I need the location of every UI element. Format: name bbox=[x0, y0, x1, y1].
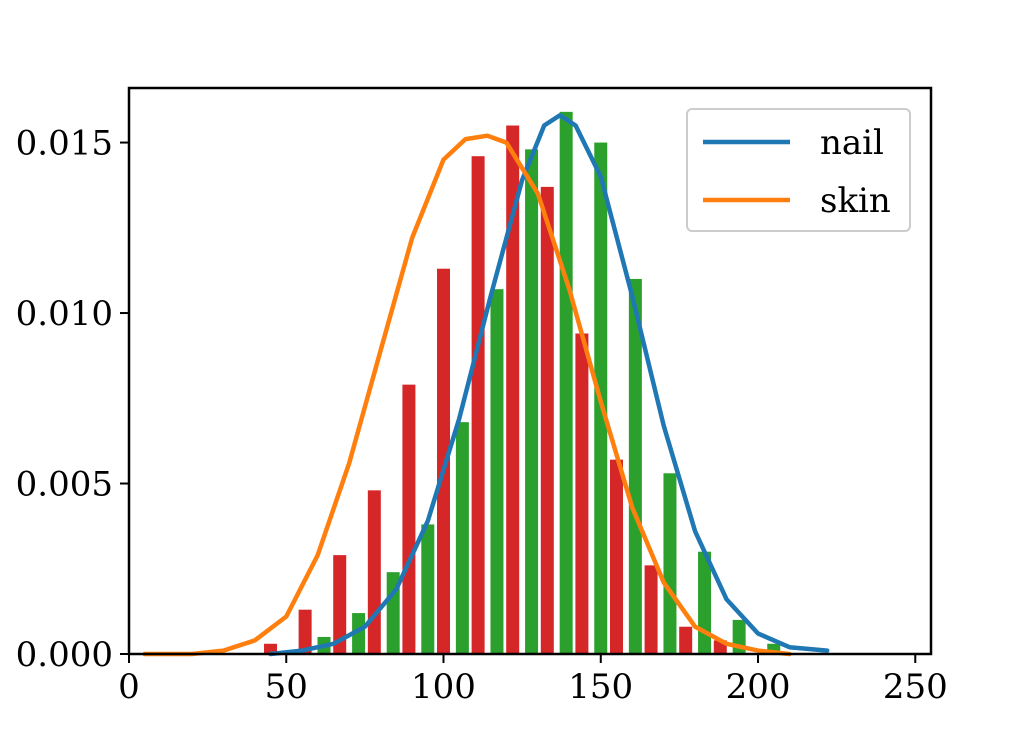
x-tick-label: 250 bbox=[883, 667, 948, 707]
legend-label-skin: skin bbox=[820, 181, 891, 221]
histogram-bar bbox=[333, 555, 347, 654]
density-curves bbox=[142, 113, 830, 657]
histogram-bar bbox=[575, 333, 589, 654]
x-tick-label: 100 bbox=[411, 667, 476, 707]
histogram-bar bbox=[525, 149, 539, 655]
y-tick-label: 0.010 bbox=[16, 294, 113, 334]
histogram-bar bbox=[540, 186, 554, 654]
histogram-bar bbox=[644, 565, 658, 654]
y-tick-label: 0.005 bbox=[16, 465, 113, 505]
histogram-bar bbox=[506, 125, 520, 654]
histogram-bar bbox=[264, 643, 278, 654]
plot-frame bbox=[127, 86, 933, 656]
y-tick-label: 0.015 bbox=[16, 124, 113, 164]
histogram-bar bbox=[767, 643, 781, 654]
histogram-bar bbox=[698, 551, 712, 654]
y-tick-label: 0.000 bbox=[16, 635, 113, 675]
histogram-bar bbox=[679, 626, 693, 654]
histogram-bar bbox=[609, 459, 623, 654]
x-axis: 0 50 100 150 200 250 bbox=[118, 654, 948, 707]
y-axis: 0.000 0.005 0.010 0.015 bbox=[16, 124, 129, 675]
histogram-bar bbox=[352, 613, 366, 654]
histogram-bar bbox=[663, 473, 677, 654]
histogram-bar bbox=[421, 524, 435, 654]
x-tick-label: 150 bbox=[568, 667, 633, 707]
legend-label-nail: nail bbox=[820, 123, 884, 163]
histogram-bar bbox=[367, 490, 381, 654]
x-tick-label: 200 bbox=[726, 667, 791, 707]
histogram-bar bbox=[437, 268, 451, 654]
histogram-bar bbox=[490, 289, 504, 654]
histogram-bar bbox=[559, 111, 573, 654]
x-tick-label: 0 bbox=[118, 667, 140, 707]
x-tick-label: 50 bbox=[265, 667, 308, 707]
series-line-nail bbox=[268, 113, 830, 657]
histogram-bar bbox=[628, 278, 642, 654]
series-line-skin bbox=[142, 133, 792, 657]
histogram-bar bbox=[402, 384, 416, 654]
histogram-bar bbox=[471, 156, 485, 655]
legend: nail skin bbox=[686, 108, 911, 232]
histogram-bar bbox=[455, 422, 469, 654]
histogram-bar bbox=[298, 609, 312, 654]
histogram-bar bbox=[386, 572, 400, 654]
